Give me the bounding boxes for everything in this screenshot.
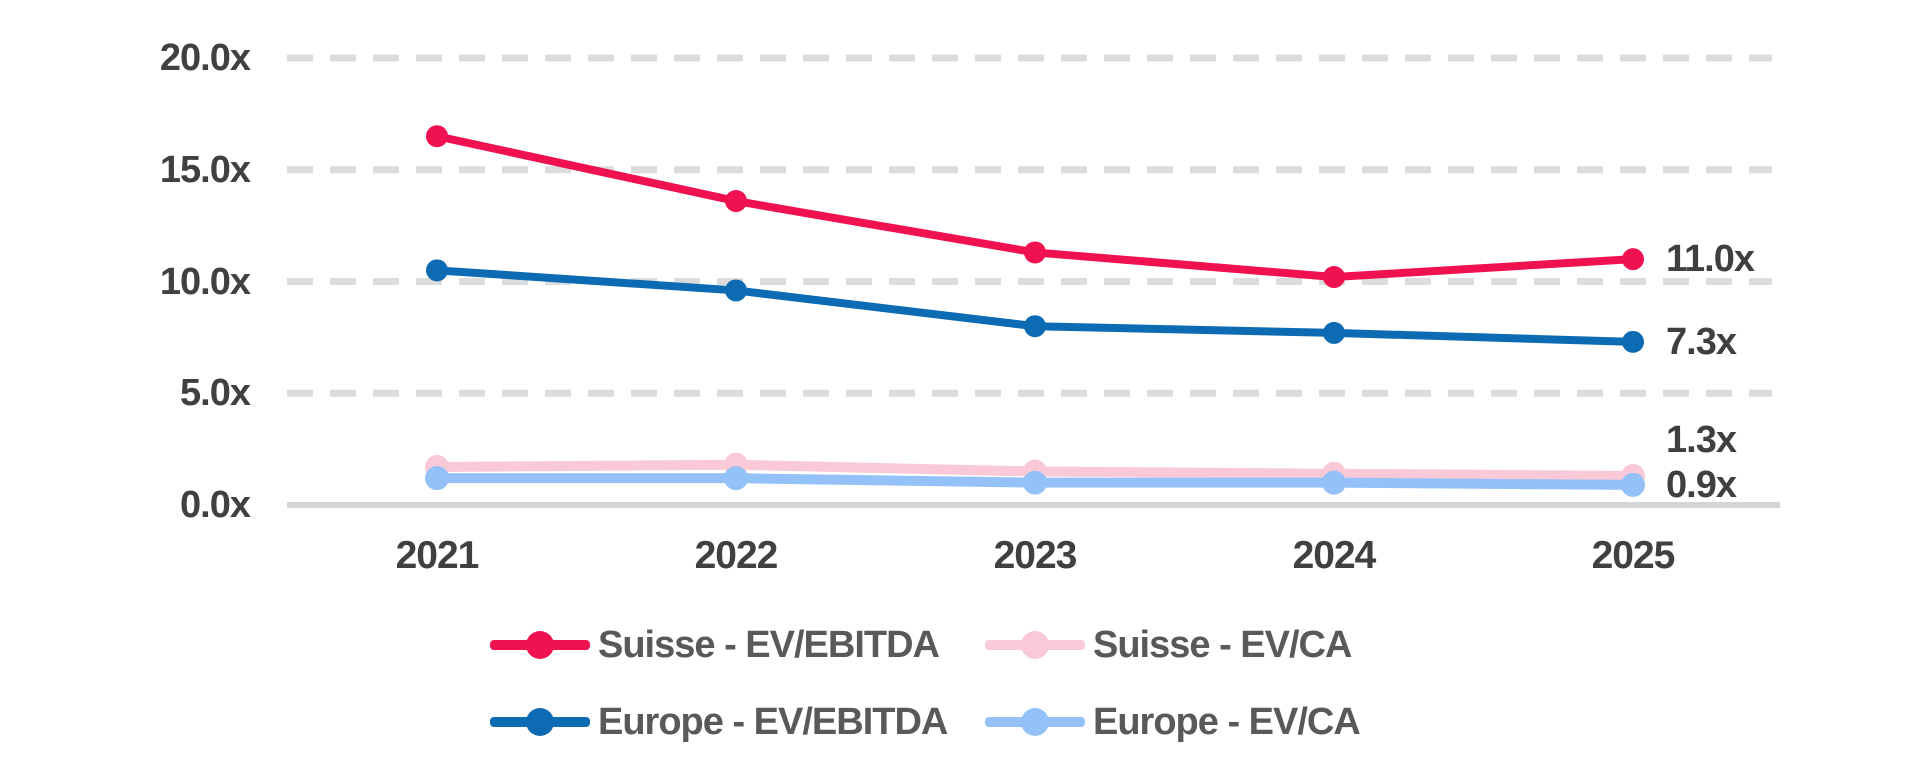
y-axis-tick-label: 10.0x xyxy=(159,261,251,303)
legend-label: Europe - EV/CA xyxy=(1093,701,1361,743)
data-point-marker xyxy=(425,466,449,491)
data-point-marker xyxy=(1024,241,1046,264)
legend-item-suisse-ev-ebitda: Suisse - EV/EBITDA xyxy=(490,624,940,666)
x-axis-tick-label: 2023 xyxy=(993,534,1078,577)
series-end-value-label: 1.3x xyxy=(1666,418,1737,461)
y-axis-tick-label: 20.0x xyxy=(159,37,251,79)
legend-line-marker-icon xyxy=(985,630,1085,660)
legend-label: Suisse - EV/EBITDA xyxy=(598,624,940,666)
x-axis-tick-label: 2024 xyxy=(1292,534,1377,577)
data-point-marker xyxy=(1024,315,1046,338)
data-point-marker xyxy=(1323,266,1345,289)
data-point-marker xyxy=(426,125,448,148)
data-point-marker xyxy=(1621,472,1645,497)
y-axis-tick-label: 5.0x xyxy=(180,372,251,414)
legend-line-marker-icon xyxy=(985,707,1085,737)
data-point-marker xyxy=(1622,248,1644,271)
data-point-marker xyxy=(1322,470,1346,495)
legend-label: Europe - EV/EBITDA xyxy=(598,701,948,743)
x-axis-tick-label: 2025 xyxy=(1591,534,1676,577)
data-point-marker xyxy=(1622,330,1644,353)
y-axis-tick-label: 15.0x xyxy=(159,149,251,191)
data-point-marker xyxy=(725,190,747,213)
series-end-value-label: 0.9x xyxy=(1666,463,1737,506)
data-point-marker xyxy=(724,466,748,491)
legend-item-europe-ev-ebitda: Europe - EV/EBITDA xyxy=(490,701,948,743)
data-point-marker xyxy=(1023,470,1047,495)
legend-item-suisse-ev-ca: Suisse - EV/CA xyxy=(985,624,1352,666)
y-axis-tick-label: 0.0x xyxy=(180,484,251,526)
x-axis-tick-label: 2022 xyxy=(694,534,779,577)
series-end-value-label: 7.3x xyxy=(1666,320,1737,363)
data-point-marker xyxy=(725,279,747,302)
legend-line-marker-icon xyxy=(490,707,590,737)
legend-label: Suisse - EV/CA xyxy=(1093,624,1352,666)
data-point-marker xyxy=(1323,321,1345,344)
legend-line-marker-icon xyxy=(490,630,590,660)
data-point-marker xyxy=(426,259,448,282)
x-axis-tick-label: 2021 xyxy=(395,534,480,577)
series-end-value-label: 11.0x xyxy=(1666,238,1755,281)
legend-item-europe-ev-ca: Europe - EV/CA xyxy=(985,701,1361,743)
